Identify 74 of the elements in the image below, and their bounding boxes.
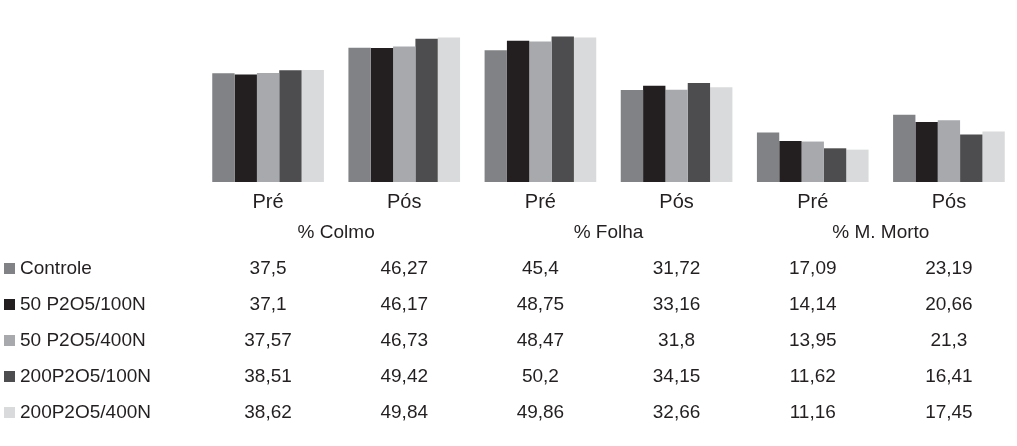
bar [915, 122, 938, 182]
data-label: 45,4 [521, 257, 559, 279]
bar [573, 37, 597, 182]
data-label: 32,66 [652, 401, 701, 423]
data-label: 46,17 [380, 293, 429, 315]
bar [551, 36, 574, 182]
bar [279, 70, 302, 182]
text: % Colmo [297, 221, 375, 243]
data-label: 17,09 [788, 257, 837, 279]
data-label: 49,42 [380, 365, 429, 387]
text: % Folha [573, 221, 644, 243]
data-label: 16,41 [925, 365, 973, 387]
data-label: 11,62 [789, 365, 836, 387]
data-label: 37,5 [249, 257, 287, 279]
legend-label: 200P2O5/400N [20, 401, 151, 423]
data-label: 11,16 [789, 401, 836, 423]
bar [620, 90, 644, 182]
bar [801, 141, 824, 182]
bar [256, 73, 280, 182]
data-label: 37,57 [244, 329, 292, 351]
bar [301, 70, 324, 182]
x-tick-label: Pré [252, 189, 284, 212]
x-tick-label: Pós [387, 189, 422, 212]
bar [756, 132, 780, 182]
x-tick-label: Pós [931, 189, 967, 212]
bar [687, 82, 711, 182]
data-label: 48,75 [516, 293, 565, 315]
data-label: 34,15 [652, 365, 701, 387]
data-label: 23,19 [925, 257, 973, 279]
data-label: 33,16 [652, 293, 701, 315]
bar [370, 48, 394, 182]
x-tick-label: Pré [524, 189, 556, 212]
bar [982, 131, 1005, 182]
data-label: 38,51 [244, 365, 292, 387]
data-label: 50,2 [521, 365, 559, 387]
data-label: 46,27 [380, 257, 429, 279]
bar [823, 148, 847, 182]
bar [665, 89, 688, 182]
data-label: 13,95 [788, 329, 837, 351]
bar [212, 73, 235, 182]
data-label: 20,66 [925, 293, 973, 315]
text: % M. Morto [832, 221, 930, 243]
data-label: 38,62 [244, 401, 292, 423]
bar [960, 134, 983, 182]
data-label: 37,1 [249, 293, 287, 315]
bar [234, 74, 257, 182]
bar [393, 46, 416, 182]
legend-label: 50 P2O5/100N [20, 293, 146, 315]
data-label: 49,86 [516, 401, 565, 423]
data-label: 48,47 [516, 329, 565, 351]
data-label: 21,3 [930, 329, 968, 351]
data-label: 14,14 [788, 293, 837, 315]
legend-label: 50 P2O5/400N [20, 329, 146, 351]
bar [893, 114, 916, 182]
x-tick-label: Pós [659, 189, 694, 212]
data-label: 31,72 [652, 257, 701, 279]
bar [348, 47, 371, 182]
bar [506, 40, 530, 182]
bar [937, 120, 961, 182]
x-tick-label: Pré [797, 189, 829, 212]
legend-label: Controle [20, 257, 92, 279]
data-label: 46,73 [380, 329, 429, 351]
bar [415, 38, 438, 182]
data-label: 31,8 [658, 329, 696, 351]
bar [484, 50, 507, 182]
bar [710, 87, 733, 182]
bar [643, 85, 666, 182]
legend-label: 200P2O5/100N [20, 365, 151, 387]
data-label: 49,84 [380, 401, 429, 423]
bar [529, 41, 552, 182]
bar [779, 140, 802, 182]
bar [437, 37, 461, 182]
data-label: 17,45 [925, 401, 973, 423]
bar [846, 149, 869, 182]
